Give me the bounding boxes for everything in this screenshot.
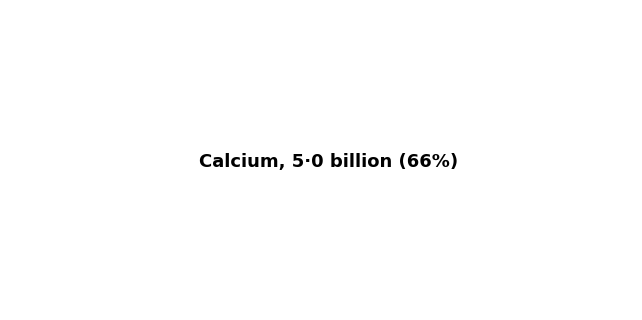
Text: Calcium, 5·0 billion (66%): Calcium, 5·0 billion (66%) (200, 153, 458, 171)
